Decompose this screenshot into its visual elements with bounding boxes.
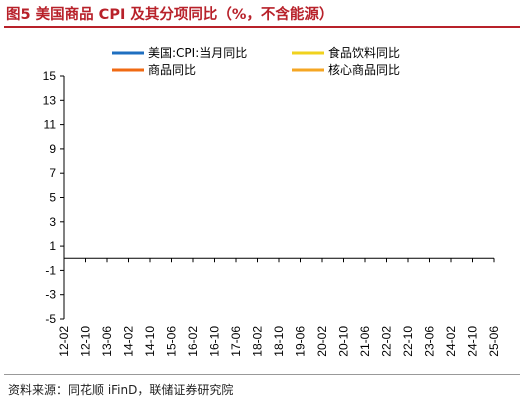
x-tick-label: 24-02: [444, 326, 458, 357]
y-tick-label: -3: [45, 288, 56, 302]
y-tick-label: 13: [43, 93, 57, 107]
x-tick-label: 13-06: [100, 326, 114, 357]
y-tick-label: -5: [45, 312, 56, 326]
x-tick-label: 19-06: [294, 326, 308, 357]
legend-label-1: 美国:CPI:当月同比: [148, 46, 247, 60]
x-tick-label: 21-06: [358, 326, 372, 357]
x-tick-label: 12-02: [57, 326, 71, 357]
x-tick-label: 25-06: [487, 326, 501, 357]
x-tick-label: 24-10: [466, 326, 480, 357]
x-tick-label: 18-10: [272, 326, 286, 357]
legend-label-4: 核心商品同比: [328, 62, 400, 77]
y-tick-label: 11: [44, 118, 57, 132]
x-tick-label: 22-02: [380, 326, 394, 357]
x-tick-label: 12-10: [79, 326, 93, 357]
x-axis: 12-02 12-10 13-06 14-02 14-10 15-06 16-02 16-10…: [57, 257, 501, 357]
x-tick-label: 22-10: [401, 326, 415, 357]
y-tick-label: 15: [43, 69, 57, 83]
x-tick-label: 14-10: [143, 326, 157, 357]
x-tick-label: 17-06: [229, 326, 243, 357]
title-rule: [4, 26, 520, 28]
x-tick-label: 15-06: [165, 326, 179, 357]
y-tick-label: 7: [49, 166, 56, 180]
x-tick-label: 20-10: [337, 326, 351, 357]
legend-label-2: 食品饮料同比: [328, 45, 400, 60]
x-tick-label: 20-02: [315, 326, 329, 357]
source-note: 资料来源：同花顺 iFinD，联储证券研究院: [8, 383, 234, 397]
x-tick-label: 14-02: [122, 326, 136, 357]
y-tick-label: 3: [49, 215, 56, 229]
x-tick-label: 16-10: [208, 326, 222, 357]
x-tick-label: 16-02: [186, 326, 200, 357]
bottom-rule: [4, 374, 520, 375]
y-tick-label: 1: [49, 239, 56, 253]
figure-title: 图5 美国商品 CPI 及其分项同比（%，不含能源）: [6, 7, 334, 23]
y-tick-label: -1: [45, 263, 56, 277]
legend-label-3: 商品同比: [148, 62, 196, 77]
x-tick-label: 18-02: [251, 326, 265, 357]
y-tick-label: 5: [49, 191, 56, 205]
y-tick-label: 9: [49, 142, 56, 156]
x-tick-label: 23-06: [423, 326, 437, 357]
